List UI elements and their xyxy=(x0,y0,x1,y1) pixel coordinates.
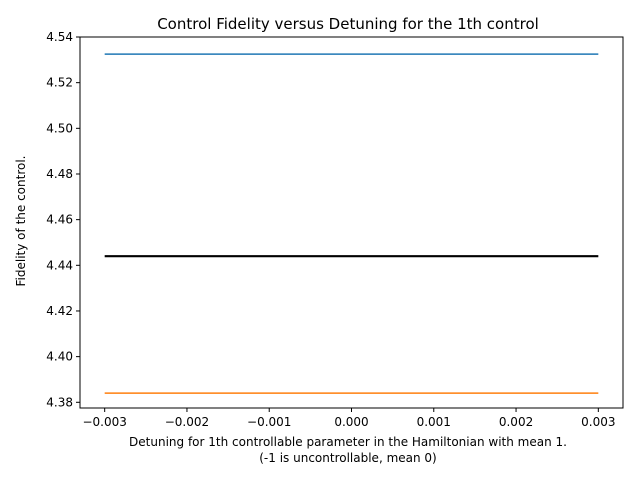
x-tick-label: −0.002 xyxy=(165,415,209,429)
x-tick-label: 0.000 xyxy=(334,415,368,429)
x-tick-label: −0.003 xyxy=(82,415,126,429)
axis-ticks: −0.003 −0.002 −0.001 0.000 0.001 0.002 0.003 4.… xyxy=(46,30,615,429)
x-tick-label: 0.001 xyxy=(417,415,451,429)
plot-frame xyxy=(79,36,624,409)
y-tick-label: 4.52 xyxy=(46,76,73,90)
y-tick-label: 4.40 xyxy=(46,350,73,364)
x-tick-label: 0.003 xyxy=(581,415,615,429)
x-tick-label: 0.002 xyxy=(499,415,533,429)
y-tick-label: 4.46 xyxy=(46,213,73,227)
y-tick-label: 4.48 xyxy=(46,167,73,181)
chart-title: Control Fidelity versus Detuning for the… xyxy=(157,15,539,33)
x-axis-label-line-1: Detuning for 1th controllable parameter … xyxy=(129,435,567,449)
y-axis-label: Fidelity of the control. xyxy=(14,156,28,287)
y-tick-label: 4.42 xyxy=(46,304,73,318)
series-layer xyxy=(104,53,599,394)
y-tick-label: 4.50 xyxy=(46,121,73,135)
x-tick-label: −0.001 xyxy=(247,415,291,429)
y-tick-label: 4.38 xyxy=(46,395,73,409)
y-tick-label: 4.54 xyxy=(46,30,73,44)
y-axis-label-group: Fidelity of the control. xyxy=(14,156,28,287)
y-tick-label: 4.44 xyxy=(46,258,73,272)
x-axis-label-line-2: (-1 is uncontrollable, mean 0) xyxy=(259,451,436,465)
